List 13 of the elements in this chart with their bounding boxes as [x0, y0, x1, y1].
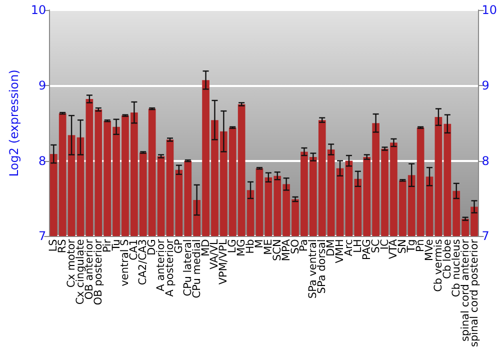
x-tick-label: Tg	[406, 239, 418, 254]
y-tick-label: 9	[38, 78, 46, 92]
y-tick-label: 10	[30, 3, 46, 17]
y2-tick-label: 10	[482, 3, 498, 17]
y2-tick-label: 9	[482, 78, 490, 92]
y2-tick-label: 8	[482, 154, 490, 168]
y-axis-title: Log2 (expression)	[7, 70, 21, 177]
y-tick-label: 7	[38, 229, 46, 244]
x-tick-label: spinal cord posterior	[468, 238, 480, 348]
x-tick-label: Cb lobe	[441, 239, 454, 279]
y2-tick-label: 7	[482, 229, 490, 244]
x-tick-label: OB posterior	[92, 238, 104, 306]
y-tick-label: 8	[38, 154, 46, 168]
